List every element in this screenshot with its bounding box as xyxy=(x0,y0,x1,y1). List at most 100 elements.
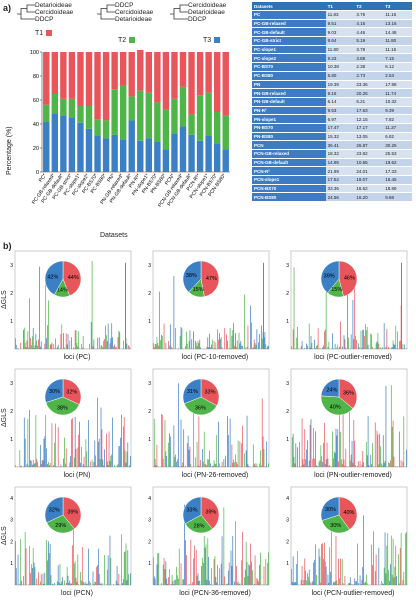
gls-bar xyxy=(248,466,250,467)
gls-bar xyxy=(192,582,193,585)
gls-bar xyxy=(154,343,156,349)
gls-bar xyxy=(200,347,202,349)
gls-bar xyxy=(61,324,63,349)
stacked-x-axis-label: Datasets xyxy=(100,232,128,239)
gls-bar xyxy=(212,348,214,349)
gls-bar xyxy=(256,578,258,585)
gls-bar xyxy=(216,582,218,585)
table-row: PC-BS80 6.80 2.73 2.53 xyxy=(252,70,412,80)
gls-bar xyxy=(71,583,72,585)
gls-bar xyxy=(371,544,373,585)
gls-bar xyxy=(33,562,35,585)
gls-bar xyxy=(206,579,208,585)
gls-bar xyxy=(363,515,364,585)
gls-bar xyxy=(335,428,337,467)
gls-bar xyxy=(206,346,208,349)
gls-bar xyxy=(224,328,226,349)
gls-bar xyxy=(314,339,315,349)
gls-bar xyxy=(118,330,120,349)
gls-bar xyxy=(162,564,164,585)
gls-svg: 1 2 3 36% 40% 24% xyxy=(286,368,408,468)
gls-bar xyxy=(63,333,64,349)
table-row: PC-slope1 11.80 3.78 11.16 xyxy=(252,44,412,54)
pie-slice xyxy=(62,496,82,530)
gls-bar xyxy=(200,459,202,467)
gls-bar xyxy=(256,463,258,467)
gls-bar xyxy=(51,584,53,585)
gls-bar xyxy=(177,383,179,467)
gls-bar xyxy=(163,558,165,585)
table-cell-value: 10.38 xyxy=(325,62,355,72)
gls-bar xyxy=(190,539,192,585)
gls-bar xyxy=(164,419,166,467)
gls-bar xyxy=(17,348,19,349)
gls-bar xyxy=(396,576,398,585)
gls-bar xyxy=(341,346,343,349)
gls-bar xyxy=(182,579,184,585)
bar-segment-T2 xyxy=(102,120,110,139)
pie-slice xyxy=(182,260,202,293)
table-cell-dataset: PC-BS80 xyxy=(252,70,326,80)
gls-bar xyxy=(318,548,320,585)
gls-bar xyxy=(82,581,84,585)
gls-bar xyxy=(305,459,306,467)
gls-y-tick-label: 1 xyxy=(286,437,289,443)
gls-bar xyxy=(157,553,159,585)
gls-bar xyxy=(258,342,260,349)
gls-bar xyxy=(34,463,36,467)
table-row: PCN-BS70 33.36 18.62 18.89 xyxy=(252,183,412,193)
bar-segment-T2 xyxy=(128,96,135,121)
gls-bar xyxy=(63,458,64,467)
gls-bar xyxy=(322,543,323,585)
gls-bar xyxy=(97,337,98,349)
gls-bar xyxy=(98,337,100,349)
gls-bar xyxy=(232,535,234,585)
gls-bar xyxy=(375,554,377,585)
pie-label: 33% xyxy=(204,390,215,396)
gls-bar xyxy=(224,576,226,585)
gls-bar xyxy=(53,465,55,467)
gls-bar xyxy=(185,465,186,467)
bar-segment-T2 xyxy=(162,109,170,150)
gls-bar xyxy=(34,567,36,585)
table-cell-dataset: PN-GB-default xyxy=(252,96,326,107)
gls-bar xyxy=(321,544,323,585)
gls-bar xyxy=(403,571,405,585)
gls-bar xyxy=(347,265,348,349)
gls-bar xyxy=(339,578,340,585)
gls-bar xyxy=(333,451,335,467)
gls-bar xyxy=(172,580,174,585)
gls-bar xyxy=(229,328,231,349)
gls-bar xyxy=(32,328,34,349)
table-cell-value: 20.26 xyxy=(354,88,384,98)
gls-bar xyxy=(312,581,314,585)
table-cell-value: 3.88 xyxy=(354,53,384,63)
gls-bar xyxy=(265,559,267,585)
gls-bar xyxy=(311,582,313,585)
gls-bar xyxy=(319,347,321,349)
gls-bar xyxy=(166,456,168,467)
gls-bar xyxy=(245,450,247,467)
table-cell-value: 11.16 xyxy=(383,10,412,20)
gls-bar xyxy=(40,463,42,467)
gls-bar xyxy=(242,425,243,467)
gls-bar xyxy=(125,262,126,349)
gls-bar xyxy=(385,385,387,467)
gls-bar xyxy=(384,532,386,585)
pie-label: 39% xyxy=(324,273,335,279)
gls-bar xyxy=(40,574,42,585)
gls-bar xyxy=(406,532,407,585)
gls-x-axis-label: loci (PCN-36-removed) xyxy=(179,590,251,597)
gls-bar xyxy=(204,464,206,467)
gls-bar xyxy=(360,330,362,349)
table-cell-dataset: PC-slope1 xyxy=(252,44,326,54)
gls-bar xyxy=(67,575,69,585)
gls-bar xyxy=(73,563,75,585)
gls-bar xyxy=(69,462,71,467)
gls-bar xyxy=(203,431,205,467)
gls-bar xyxy=(52,583,54,585)
bar-segment-T2 xyxy=(213,112,221,144)
gls-bar xyxy=(228,348,230,349)
gls-bar xyxy=(327,458,329,467)
gls-bar xyxy=(291,568,292,585)
